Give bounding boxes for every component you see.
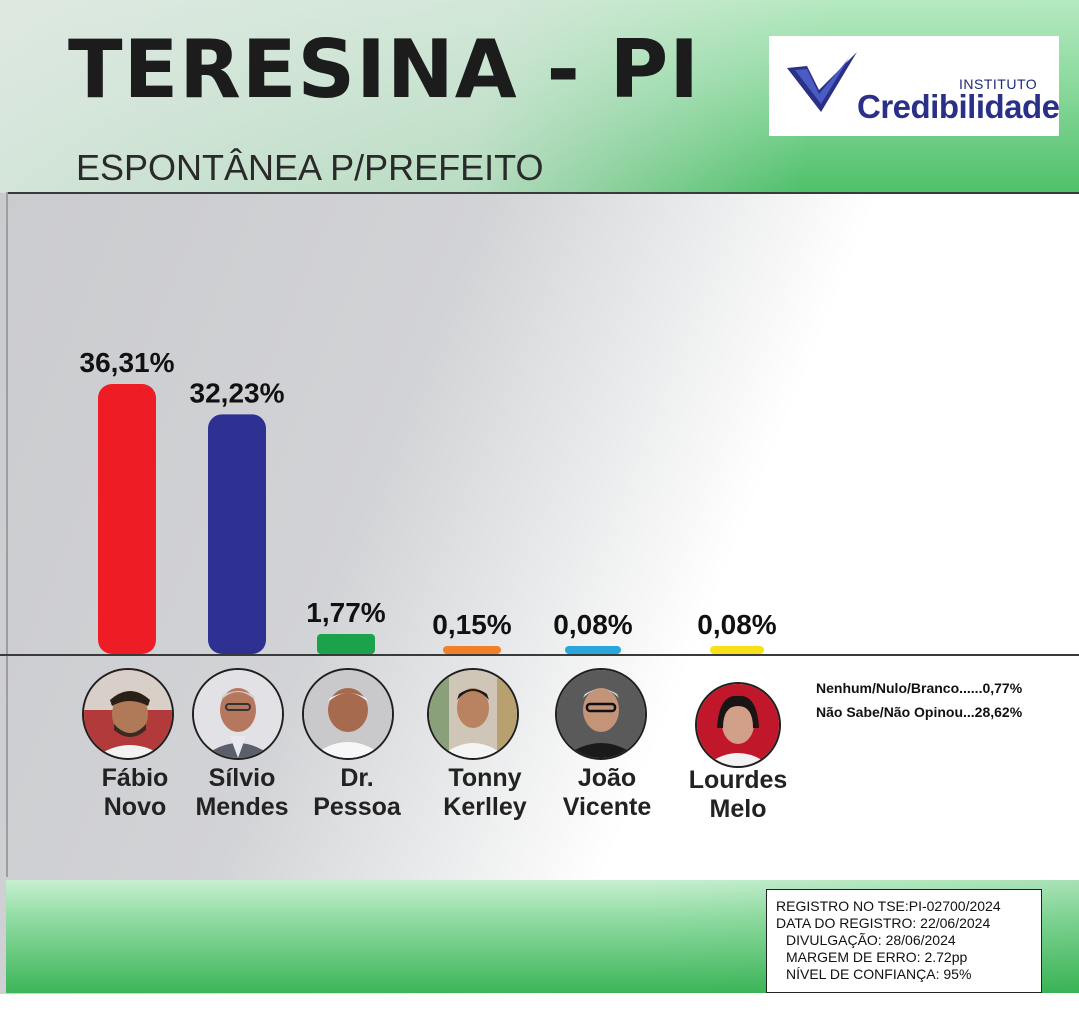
logo-institute-text: INSTITUTO	[959, 76, 1038, 92]
institute-logo: INSTITUTO Credibilidade	[769, 36, 1060, 136]
bar-3	[443, 646, 501, 654]
header-divider	[6, 192, 1079, 194]
page-subtitle: ESPONTÂNEA P/PREFEITO	[76, 147, 544, 188]
candidate-name-fabio-novo: Fábio Novo	[101, 764, 169, 821]
bar-1	[208, 414, 266, 654]
registration-box: REGISTRO NO TSE:PI-02700/2024 DATA DO RE…	[766, 889, 1042, 993]
page-title: TERESINA - PI	[68, 23, 701, 116]
candidate-photo-silvio-mendes	[192, 668, 284, 760]
candidate-photo-joao-vicente	[555, 668, 647, 760]
registration-date: DATA DO REGISTRO: 22/06/2024	[776, 915, 991, 931]
bar-2	[317, 634, 375, 654]
registration-margin: MARGEM DE ERRO: 2.72pp	[786, 949, 968, 965]
other-responses-line-blank: Nenhum/Nulo/Branco......0,77%	[816, 680, 1023, 696]
bar-0	[98, 384, 156, 654]
registration-confidence: NÍVEL DE CONFIANÇA: 95%	[786, 966, 972, 982]
other-responses-line-undecided: Não Sabe/Não Opinou...28,62%	[816, 704, 1023, 720]
registration-release: DIVULGAÇÃO: 28/06/2024	[786, 932, 956, 948]
candidate-name-lourdes-melo: Lourdes Melo	[688, 766, 788, 823]
value-label-1: 32,23%	[190, 377, 285, 408]
left-border	[6, 192, 8, 877]
checkmark-icon	[787, 52, 857, 112]
bar-5	[710, 646, 764, 654]
candidate-name-silvio-mendes: Sílvio Mendes	[195, 764, 289, 821]
candidate-photo-tonny-kerlley	[427, 668, 519, 760]
candidate-name-dr-pessoa: Dr. Pessoa	[313, 764, 401, 821]
candidate-photo-lourdes-melo	[695, 682, 781, 768]
bar-chart: 36,31% 32,23% 1,77% 0,15% 0,08% 0,08%	[80, 347, 777, 654]
value-label-0: 36,31%	[80, 347, 175, 378]
candidate-photo-dr-pessoa	[302, 668, 394, 760]
candidate-name-joao-vicente: João Vicente	[562, 764, 652, 821]
value-label-5: 0,08%	[697, 609, 776, 640]
value-label-2: 1,77%	[306, 597, 385, 628]
candidate-name-tonny-kerlley: Tonny Kerlley	[443, 764, 527, 821]
value-label-3: 0,15%	[432, 609, 511, 640]
other-responses: Nenhum/Nulo/Branco......0,77% Não Sabe/N…	[816, 676, 1022, 724]
registration-tse: REGISTRO NO TSE:PI-02700/2024	[776, 898, 1001, 914]
logo-brand-text: Credibilidade	[857, 88, 1060, 125]
candidate-photo-fabio-novo	[82, 668, 174, 760]
value-label-4: 0,08%	[553, 609, 632, 640]
chart-baseline	[0, 654, 1079, 656]
bar-4	[565, 646, 621, 654]
footer-margin	[0, 994, 1079, 1032]
